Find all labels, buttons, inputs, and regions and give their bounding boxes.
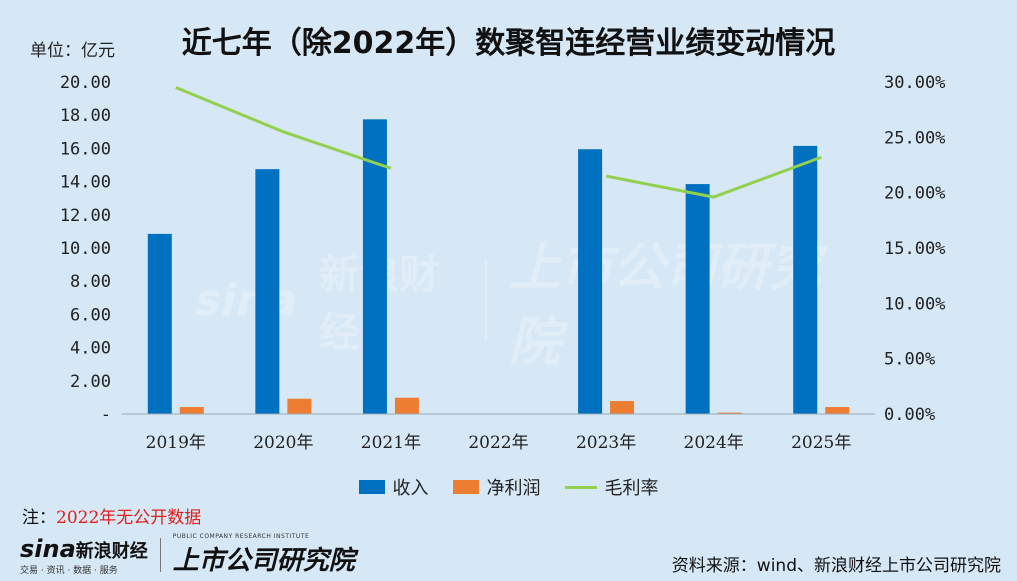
footnote-text: 2022年无公开数据: [56, 508, 202, 528]
x-tick-label: 2025年: [791, 433, 851, 453]
revenue-bar: [793, 145, 818, 414]
x-tick-label: 2019年: [146, 433, 206, 453]
y-left-tick-label: 16.00: [60, 139, 111, 159]
y-right-tick-label: 25.00%: [884, 128, 945, 148]
y-left-tick-label: 18.00: [60, 106, 111, 126]
sina-logo-mark: sina: [20, 534, 76, 563]
left-axis: - 2.00 4.00 6.00 8.00 10.00 12.00 14.00 16.00 18.…: [60, 73, 111, 425]
revenue-bar: [578, 149, 603, 415]
y-right-tick-label: 20.00%: [884, 184, 945, 204]
footnote-label: 注：: [22, 508, 56, 528]
legend: 收入 净利润 毛利率: [0, 474, 1017, 500]
institute-logo-en: PUBLIC COMPANY RESEARCH INSTITUTE: [172, 533, 310, 540]
y-right-tick-label: 0.00%: [884, 405, 935, 425]
x-tick-label: 2021年: [361, 433, 421, 453]
line-group: [175, 86, 822, 199]
y-right-tick-label: 30.00%: [884, 73, 945, 93]
legend-label-revenue: 收入: [392, 478, 429, 499]
legend-swatch-gross-margin: [564, 485, 597, 489]
legend-item-net-profit: 净利润: [452, 474, 541, 500]
legend-item-revenue: 收入: [358, 474, 429, 500]
gross-margin-line: [175, 86, 392, 170]
brand-logos: sina新浪财经 交易 · 资讯 · 数据 · 服务 PUBLIC COMPAN…: [20, 533, 355, 577]
y-left-tick-label: 4.00: [70, 339, 111, 359]
y-left-tick-label: 14.00: [60, 173, 111, 193]
y-right-tick-label: 10.00%: [884, 294, 945, 314]
x-tick-label: 2020年: [253, 433, 313, 453]
net-profit-bar: [825, 407, 850, 414]
x-axis: 2019年 2020年 2021年 2022年 2023年 2024年 2025年: [122, 413, 875, 453]
y-left-tick-label: 12.00: [60, 206, 111, 226]
sina-logo: sina新浪财经 交易 · 资讯 · 数据 · 服务: [20, 535, 148, 576]
right-axis: 0.00% 5.00% 10.00% 15.00% 20.00% 25.00% 30.00%: [884, 73, 945, 425]
footnote: 注：2022年无公开数据: [22, 503, 201, 528]
revenue-bar: [362, 119, 387, 414]
logo-divider: [159, 538, 161, 572]
y-left-tick-label: 20.00: [60, 73, 111, 93]
net-profit-bar: [717, 412, 742, 414]
y-left-tick-label: 2.00: [70, 372, 111, 392]
sina-logo-cn: 新浪财经: [75, 540, 148, 562]
net-profit-bar: [610, 401, 635, 414]
revenue-bar: [685, 184, 710, 414]
y-left-tick-label: 10.00: [60, 239, 111, 259]
x-tick-label: 2023年: [576, 433, 636, 453]
chart-title: 近七年（除2022年）数聚智连经营业绩变动情况: [181, 26, 836, 61]
sina-logo-sub: 交易 · 资讯 · 数据 · 服务: [20, 565, 118, 576]
net-profit-bar: [287, 398, 312, 414]
net-profit-bar: [179, 407, 204, 414]
y-right-tick-label: 15.00%: [884, 239, 945, 259]
y-left-tick-label: 8.00: [70, 272, 111, 292]
unit-label: 单位：亿元: [30, 41, 115, 61]
gross-margin-line: [605, 155, 822, 199]
revenue-bar: [147, 233, 172, 414]
revenue-bar: [255, 169, 280, 414]
x-tick-label: 2024年: [684, 433, 744, 453]
legend-label-net-profit: 净利润: [486, 478, 541, 499]
y-left-tick-label: -: [101, 405, 111, 425]
source-note: 资料来源：wind、新浪财经上市公司研究院: [671, 556, 1001, 576]
y-left-tick-label: 6.00: [70, 305, 111, 325]
legend-swatch-revenue: [358, 480, 385, 494]
institute-logo-cn: 上市公司研究院: [172, 546, 355, 576]
bar-group: [147, 119, 850, 415]
legend-label-gross-margin: 毛利率: [604, 478, 659, 499]
legend-swatch-net-profit: [452, 480, 479, 494]
net-profit-bar: [394, 397, 419, 414]
y-right-tick-label: 5.00%: [884, 350, 935, 370]
institute-logo: PUBLIC COMPANY RESEARCH INSTITUTE 上市公司研究…: [173, 533, 355, 577]
x-tick-label: 2022年: [468, 433, 528, 453]
legend-item-gross-margin: 毛利率: [564, 474, 659, 500]
